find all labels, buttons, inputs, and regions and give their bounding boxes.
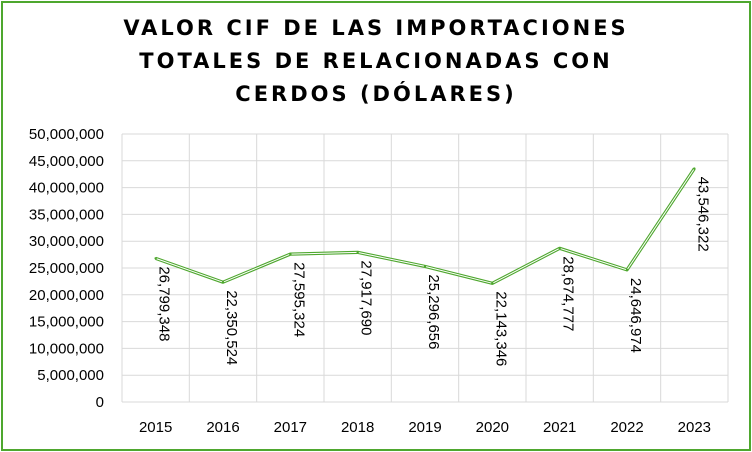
x-tick-label: 2015 bbox=[139, 419, 172, 436]
y-tick-label: 15,000,000 bbox=[29, 314, 104, 331]
y-tick-label: 25,000,000 bbox=[29, 260, 104, 277]
data-point bbox=[154, 257, 157, 260]
x-tick-label: 2016 bbox=[206, 419, 239, 436]
data-label: 24,646,974 bbox=[627, 278, 644, 353]
y-tick-label: 45,000,000 bbox=[29, 153, 104, 170]
x-tick-label: 2022 bbox=[610, 419, 643, 436]
data-point bbox=[356, 251, 359, 254]
data-point bbox=[693, 167, 696, 170]
data-point bbox=[289, 252, 292, 256]
chart-title: VALOR CIF DE LAS IMPORTACIONES TOTALES D… bbox=[0, 12, 752, 111]
y-tick-label: 40,000,000 bbox=[29, 180, 104, 197]
y-tick-label: 10,000,000 bbox=[29, 340, 104, 357]
x-tick-label: 2021 bbox=[543, 419, 576, 436]
y-tick-label: 0 bbox=[96, 394, 104, 411]
chart-title-line-3: CERDOS (DÓLARES) bbox=[235, 82, 517, 106]
x-tick-label: 2019 bbox=[408, 419, 441, 436]
data-point bbox=[423, 265, 427, 268]
x-tick-label: 2020 bbox=[476, 419, 509, 436]
data-label: 22,143,346 bbox=[492, 291, 509, 366]
data-label: 25,296,656 bbox=[425, 274, 442, 349]
chart-title-line-2: TOTALES DE RELACIONADAS CON bbox=[139, 49, 613, 73]
x-tick-label: 2017 bbox=[274, 419, 307, 436]
x-tick-label: 2018 bbox=[341, 419, 374, 436]
y-tick-label: 50,000,000 bbox=[29, 126, 104, 143]
data-label: 27,917,690 bbox=[358, 260, 375, 335]
y-tick-label: 30,000,000 bbox=[29, 233, 104, 250]
x-tick-label: 2023 bbox=[678, 419, 711, 436]
data-label: 26,799,348 bbox=[156, 266, 173, 341]
y-tick-label: 20,000,000 bbox=[29, 287, 104, 304]
data-label: 43,546,322 bbox=[694, 177, 711, 252]
data-point bbox=[625, 268, 629, 272]
y-tick-label: 35,000,000 bbox=[29, 206, 104, 223]
data-point bbox=[221, 281, 225, 284]
data-point bbox=[491, 282, 494, 285]
y-tick-label: 5,000,000 bbox=[37, 367, 104, 384]
chart-title-line-1: VALOR CIF DE LAS IMPORTACIONES bbox=[123, 16, 629, 40]
data-point bbox=[558, 247, 561, 250]
data-label: 28,674,777 bbox=[560, 256, 577, 331]
data-label: 27,595,324 bbox=[290, 262, 307, 337]
data-label: 22,350,524 bbox=[223, 290, 240, 365]
